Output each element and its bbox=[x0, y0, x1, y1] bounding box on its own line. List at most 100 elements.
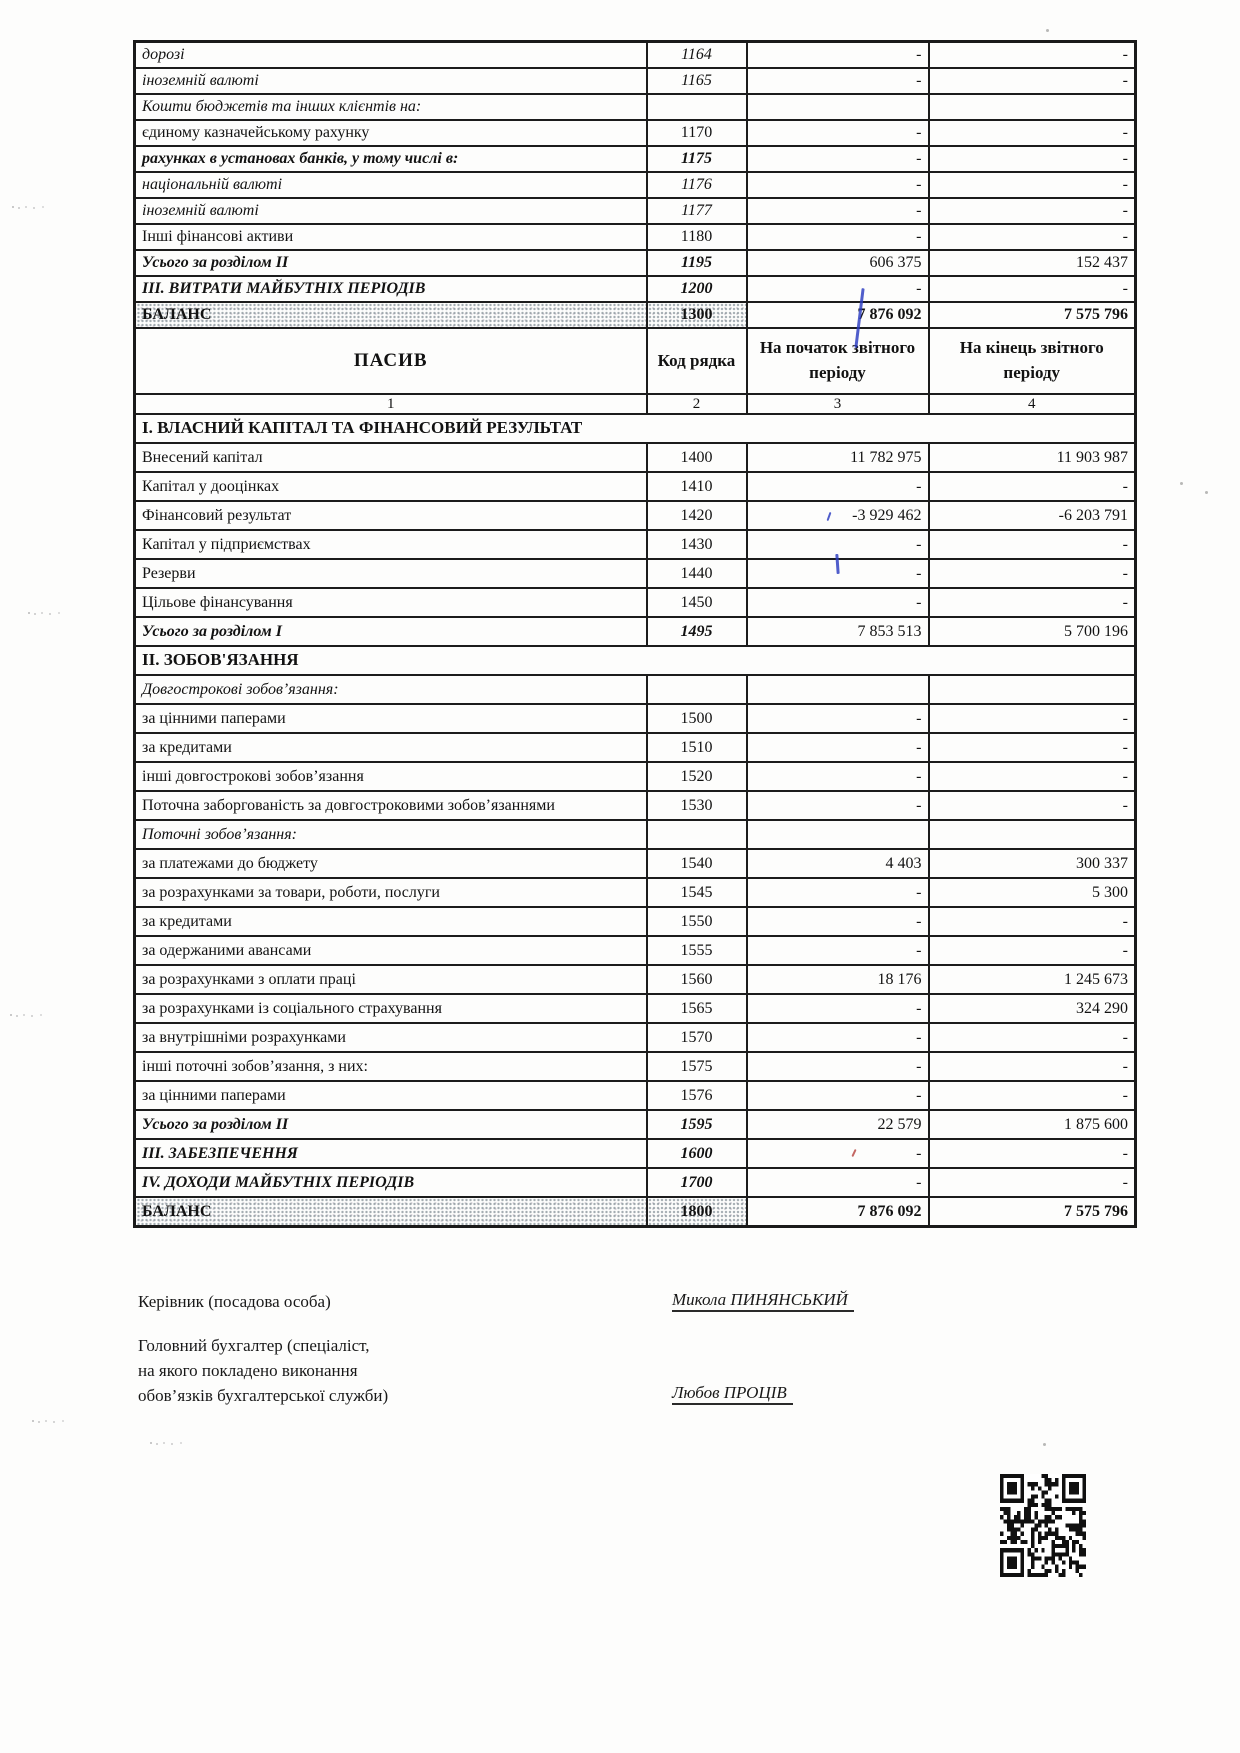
value-period-end bbox=[927, 819, 1137, 851]
value-period-end: -6 203 791 bbox=[927, 500, 1137, 532]
value-period-begin: - bbox=[745, 935, 930, 967]
row-code: 1570 bbox=[645, 1022, 748, 1054]
table-row: БАЛАНС 1800 7 876 092 7 575 796 bbox=[133, 1196, 1137, 1228]
scan-artifact bbox=[32, 1420, 34, 1422]
table-row: III. ВИТРАТИ МАЙБУТНІХ ПЕРІОДІВ 1200 - - bbox=[133, 275, 1137, 303]
scan-artifact bbox=[1043, 1443, 1046, 1446]
value-period-end: 152 437 bbox=[927, 249, 1137, 277]
table-row: IV. ДОХОДИ МАЙБУТНІХ ПЕРІОДІВ 1700 - - bbox=[133, 1167, 1137, 1199]
row-code: 1510 bbox=[645, 732, 748, 764]
col-number-1: 1 bbox=[133, 392, 648, 416]
row-label: Усього за розділом II bbox=[133, 249, 648, 277]
passive-rows: І. ВЛАСНИЙ КАПІТАЛ ТА ФІНАНСОВИЙ РЕЗУЛЬТ… bbox=[133, 413, 1137, 1228]
row-code: 1800 bbox=[645, 1196, 748, 1228]
row-code: 1176 bbox=[645, 171, 748, 199]
row-code: 1540 bbox=[645, 848, 748, 880]
row-label: Поточні зобов’язання: bbox=[133, 819, 648, 851]
value-period-begin: - bbox=[745, 119, 930, 147]
row-code: 1420 bbox=[645, 500, 748, 532]
value-period-begin: - bbox=[745, 703, 930, 735]
value-period-begin: - bbox=[745, 1022, 930, 1054]
row-code: 1565 bbox=[645, 993, 748, 1025]
value-period-begin: 7 853 513 bbox=[745, 616, 930, 648]
row-label: БАЛАНС bbox=[133, 1196, 648, 1228]
row-label: інші поточні зобов’язання, з них: bbox=[133, 1051, 648, 1083]
value-period-end: - bbox=[927, 171, 1137, 199]
value-period-end: 7 575 796 bbox=[927, 1196, 1137, 1228]
col-number-4: 4 bbox=[927, 392, 1137, 416]
table-row: Усього за розділом II 1595 22 579 1 875 … bbox=[133, 1109, 1137, 1141]
table-row: Поточна заборгованість за довгостроковим… bbox=[133, 790, 1137, 822]
table-row: за кредитами 1550 - - bbox=[133, 906, 1137, 938]
row-code: 1195 bbox=[645, 249, 748, 277]
value-period-begin: - bbox=[745, 471, 930, 503]
table-row: національній валюті 1176 - - bbox=[133, 171, 1137, 199]
scan-artifact bbox=[28, 612, 30, 614]
accountant-label-line3: обов’язків бухгалтерської служби) bbox=[138, 1386, 389, 1405]
row-label: Усього за розділом II bbox=[133, 1109, 648, 1141]
row-code: 1520 bbox=[645, 761, 748, 793]
row-code: 1180 bbox=[645, 223, 748, 251]
value-period-begin: - bbox=[745, 40, 930, 69]
row-code: 1300 bbox=[645, 301, 748, 329]
table-row: Капітал у дооцінках 1410 - - bbox=[133, 471, 1137, 503]
value-period-end: - bbox=[927, 1167, 1137, 1199]
code-column-header: Код рядка bbox=[645, 327, 748, 395]
table-row: за кредитами 1510 - - bbox=[133, 732, 1137, 764]
scan-artifact bbox=[1046, 29, 1049, 32]
row-label: Інші фінансові активи bbox=[133, 223, 648, 251]
row-code: 1440 bbox=[645, 558, 748, 590]
row-label: Довгострокові зобов’язання: bbox=[133, 674, 648, 706]
row-label: інші довгострокові зобов’язання bbox=[133, 761, 648, 793]
table-row: III. ЗАБЕЗПЕЧЕННЯ 1600 - - bbox=[133, 1138, 1137, 1170]
director-signature: Микола ПИНЯНСЬКИЙ bbox=[672, 1290, 854, 1312]
row-label: рахунках в установах банків, у тому числ… bbox=[133, 145, 648, 173]
row-label: за розрахунками з оплати праці bbox=[133, 964, 648, 996]
value-period-begin: - bbox=[745, 877, 930, 909]
value-period-end: - bbox=[927, 67, 1137, 95]
row-label: за кредитами bbox=[133, 732, 648, 764]
row-code: 1530 bbox=[645, 790, 748, 822]
value-period-end: - bbox=[927, 703, 1137, 735]
row-code: 1576 bbox=[645, 1080, 748, 1112]
table-row: за внутрішніми розрахунками 1570 - - bbox=[133, 1022, 1137, 1054]
value-period-begin: -3 929 462 bbox=[745, 500, 930, 532]
row-label: Капітал у дооцінках bbox=[133, 471, 648, 503]
value-period-end: 1 245 673 bbox=[927, 964, 1137, 996]
row-code: 1560 bbox=[645, 964, 748, 996]
value-period-begin: 606 375 bbox=[745, 249, 930, 277]
value-period-end: - bbox=[927, 761, 1137, 793]
table-row: рахунках в установах банків, у тому числ… bbox=[133, 145, 1137, 173]
col-number-3: 3 bbox=[745, 392, 930, 416]
row-code: 1170 bbox=[645, 119, 748, 147]
value-period-end: - bbox=[927, 935, 1137, 967]
value-period-end: 7 575 796 bbox=[927, 301, 1137, 329]
row-code: 1495 bbox=[645, 616, 748, 648]
row-label: Цільове фінансування bbox=[133, 587, 648, 619]
value-period-begin: - bbox=[745, 906, 930, 938]
value-period-begin: - bbox=[745, 558, 930, 590]
row-code: 1175 bbox=[645, 145, 748, 173]
value-period-begin: - bbox=[745, 790, 930, 822]
accountant-label-line1: Головний бухгалтер (спеціаліст, bbox=[138, 1336, 370, 1355]
table-row: за цінними паперами 1576 - - bbox=[133, 1080, 1137, 1112]
row-label: БАЛАНС bbox=[133, 301, 648, 329]
value-period-begin: - bbox=[745, 197, 930, 225]
row-code: 1177 bbox=[645, 197, 748, 225]
scan-artifact bbox=[1205, 491, 1208, 494]
row-code: 1450 bbox=[645, 587, 748, 619]
value-period-end: 324 290 bbox=[927, 993, 1137, 1025]
row-label: дорозі bbox=[133, 40, 648, 69]
table-row: єдиному казначейському рахунку 1170 - - bbox=[133, 119, 1137, 147]
accountant-name: Любов ПРОЦІВ bbox=[672, 1383, 793, 1405]
row-label: Фінансовий результат bbox=[133, 500, 648, 532]
value-period-end bbox=[927, 93, 1137, 121]
value-period-begin: - bbox=[745, 145, 930, 173]
row-label: Усього за розділом I bbox=[133, 616, 648, 648]
value-period-end: - bbox=[927, 906, 1137, 938]
section-header-row: І. ВЛАСНИЙ КАПІТАЛ ТА ФІНАНСОВИЙ РЕЗУЛЬТ… bbox=[133, 413, 1137, 445]
row-code: 1595 bbox=[645, 1109, 748, 1141]
table-row: за розрахунками за товари, роботи, послу… bbox=[133, 877, 1137, 909]
value-period-end bbox=[927, 674, 1137, 706]
value-period-begin: - bbox=[745, 993, 930, 1025]
